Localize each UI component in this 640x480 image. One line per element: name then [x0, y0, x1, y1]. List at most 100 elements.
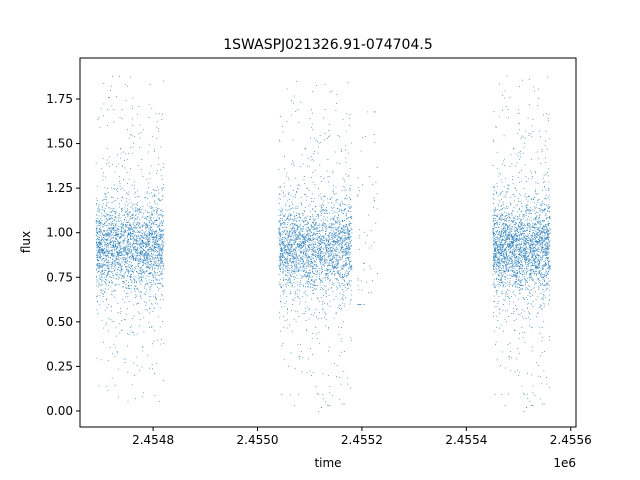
- data-point: [130, 216, 131, 218]
- data-point: [312, 290, 313, 291]
- data-point: [341, 244, 342, 245]
- data-point: [309, 275, 311, 277]
- data-point: [308, 281, 310, 282]
- data-point: [287, 309, 288, 310]
- data-point: [305, 275, 307, 277]
- data-point: [162, 261, 163, 262]
- data-point: [280, 257, 281, 259]
- data-point: [127, 296, 129, 298]
- data-point: [321, 251, 323, 252]
- data-point: [348, 229, 350, 231]
- data-point: [128, 250, 130, 252]
- data-point: [141, 251, 143, 253]
- data-point: [323, 178, 325, 180]
- data-point: [101, 244, 102, 246]
- data-point: [128, 286, 130, 287]
- data-point: [303, 236, 305, 237]
- data-point: [316, 274, 318, 275]
- data-point: [307, 283, 309, 284]
- data-point: [304, 233, 306, 235]
- data-point: [135, 209, 136, 211]
- data-point: [317, 250, 319, 252]
- data-point: [110, 242, 112, 244]
- data-point: [279, 263, 281, 265]
- data-point: [129, 256, 130, 258]
- data-point: [100, 251, 102, 253]
- data-point: [117, 268, 119, 270]
- data-point: [282, 265, 284, 267]
- data-point: [128, 271, 129, 272]
- data-point: [347, 228, 349, 229]
- data-point: [332, 267, 334, 269]
- data-point: [96, 235, 97, 236]
- data-point: [342, 276, 343, 278]
- data-point: [310, 283, 312, 284]
- data-point: [332, 244, 333, 246]
- data-point: [296, 260, 297, 262]
- data-point: [114, 232, 116, 234]
- data-point: [161, 294, 162, 295]
- data-point: [104, 208, 106, 209]
- data-point: [348, 233, 350, 234]
- data-point: [278, 244, 280, 246]
- data-point: [330, 255, 331, 257]
- data-point: [162, 265, 164, 267]
- data-point: [308, 235, 309, 237]
- data-point: [146, 224, 147, 225]
- data-point: [333, 207, 335, 208]
- data-point: [334, 233, 336, 235]
- data-point: [297, 235, 299, 236]
- data-point: [158, 113, 160, 115]
- data-point: [299, 356, 301, 358]
- data-point: [328, 225, 330, 227]
- data-point: [292, 240, 294, 241]
- data-point: [108, 227, 110, 229]
- data-point: [340, 272, 341, 274]
- data-point: [138, 252, 140, 253]
- data-point: [287, 234, 289, 236]
- data-point: [331, 273, 332, 275]
- data-point: [129, 276, 131, 278]
- data-point: [139, 235, 141, 236]
- data-point: [104, 194, 106, 196]
- data-point: [136, 218, 138, 220]
- data-point: [99, 248, 100, 250]
- data-point: [348, 244, 350, 246]
- data-point: [351, 229, 353, 230]
- data-point: [284, 247, 286, 248]
- data-point: [306, 262, 308, 264]
- data-point: [283, 293, 284, 295]
- data-point: [132, 238, 134, 239]
- data-point: [117, 259, 119, 260]
- data-point: [282, 272, 283, 274]
- data-point: [338, 240, 340, 241]
- data-point: [346, 226, 348, 228]
- data-point: [112, 188, 114, 189]
- data-point: [348, 204, 350, 205]
- data-point: [106, 307, 108, 309]
- data-point: [103, 216, 105, 218]
- data-point: [149, 215, 151, 217]
- data-point: [334, 263, 336, 265]
- data-point: [126, 269, 127, 270]
- data-point: [123, 277, 125, 279]
- data-point: [307, 248, 308, 250]
- data-point: [102, 296, 104, 297]
- data-point: [115, 267, 117, 269]
- data-point: [293, 211, 295, 213]
- data-point: [279, 139, 280, 141]
- data-point: [116, 243, 118, 244]
- data-point: [154, 210, 155, 211]
- data-point: [131, 205, 133, 207]
- data-point: [104, 215, 106, 217]
- data-point: [160, 236, 161, 238]
- data-point: [123, 276, 125, 278]
- data-point: [161, 259, 163, 261]
- data-point: [319, 281, 321, 283]
- data-point: [126, 269, 128, 271]
- data-point: [160, 266, 161, 268]
- data-point: [306, 372, 308, 374]
- data-point: [299, 237, 301, 239]
- data-point: [350, 260, 352, 262]
- data-point: [154, 246, 155, 247]
